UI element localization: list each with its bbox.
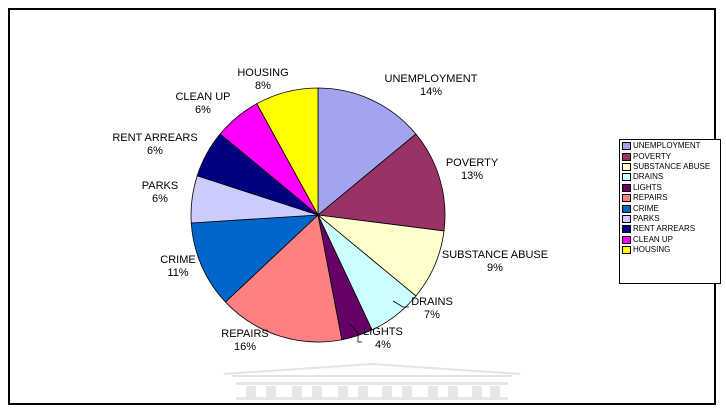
pie-slice-repairs <box>224 214 343 343</box>
leader-line <box>349 323 362 343</box>
slice-labels: UNEMPLOYMENT 14% POVERTY 13% SUBSTANCE ABUSE… <box>112 67 548 353</box>
slice-name: CLEAN UP <box>175 91 230 103</box>
leader-line <box>392 300 409 308</box>
legend-label: CLEAN UP <box>633 234 674 244</box>
slice-percent: 4% <box>375 339 391 351</box>
slice-label-lights: LIGHTS 4% <box>363 326 403 351</box>
legend-item-rent-arrears: RENT ARREARS <box>622 224 718 234</box>
slice-name: CRIME <box>160 254 195 266</box>
slice-label-unemployment: UNEMPLOYMENT 14% <box>385 73 478 98</box>
legend-item-poverty: POVERTY <box>622 151 718 161</box>
slice-label-repairs: REPAIRS 16% <box>221 328 268 353</box>
legend-swatch <box>622 162 631 171</box>
legend-swatch <box>622 246 631 255</box>
watermark-building-icon <box>223 362 521 400</box>
slice-label-rent-arrears: RENT ARREARS 6% <box>112 132 197 157</box>
pie-slices <box>190 87 446 343</box>
slice-name: DRAINS <box>411 296 453 308</box>
slice-percent: 9% <box>487 262 503 274</box>
leader-lines <box>349 300 409 343</box>
slice-name: LIGHTS <box>363 326 403 338</box>
slice-percent: 6% <box>152 193 168 205</box>
slice-percent: 6% <box>195 104 211 116</box>
legend-label: DRAINS <box>633 172 664 182</box>
slice-label-clean-up: CLEAN UP 6% <box>175 91 230 116</box>
slice-percent: 6% <box>147 145 163 157</box>
chart-legend: UNEMPLOYMENT POVERTY SUBSTANCE ABUSE DRAINS… <box>619 139 721 284</box>
legend-label: PARKS <box>633 213 660 223</box>
legend-item-repairs: REPAIRS <box>622 193 718 203</box>
legend-label: HOUSING <box>633 245 671 255</box>
legend-item-substance-abuse: SUBSTANCE ABUSE <box>622 162 718 172</box>
legend-swatch <box>622 152 631 161</box>
legend-swatch <box>622 142 631 151</box>
legend-label: UNEMPLOYMENT <box>633 141 701 151</box>
pie-slice-poverty <box>317 133 446 232</box>
legend-swatch <box>622 194 631 203</box>
slice-label-housing: HOUSING 8% <box>237 67 288 92</box>
legend-swatch <box>622 204 631 213</box>
legend-item-parks: PARKS <box>622 214 718 224</box>
pie-slice-housing <box>256 87 319 216</box>
slice-label-substance-abuse: SUBSTANCE ABUSE 9% <box>442 249 548 274</box>
slice-name: PARKS <box>142 180 178 192</box>
legend-label: SUBSTANCE ABUSE <box>633 161 711 171</box>
slice-percent: 8% <box>255 80 271 92</box>
legend-label: CRIME <box>633 203 659 213</box>
legend-item-clean-up: CLEAN UP <box>622 235 718 245</box>
slice-percent: 13% <box>461 170 483 182</box>
legend-swatch <box>622 225 631 234</box>
legend-label: REPAIRS <box>633 193 668 203</box>
legend-swatch <box>622 214 631 223</box>
slice-name: HOUSING <box>237 67 288 79</box>
legend-item-lights: LIGHTS <box>622 183 718 193</box>
slice-percent: 7% <box>424 309 440 321</box>
legend-item-unemployment: UNEMPLOYMENT <box>622 141 718 151</box>
legend-item-drains: DRAINS <box>622 172 718 182</box>
pie-slice-unemployment <box>317 87 417 216</box>
legend-swatch <box>622 183 631 192</box>
slice-name: SUBSTANCE ABUSE <box>442 249 548 261</box>
slice-name: RENT ARREARS <box>112 132 197 144</box>
pie-slice-crime <box>190 214 320 303</box>
legend-label: RENT ARREARS <box>633 224 696 234</box>
slice-label-poverty: POVERTY 13% <box>446 157 499 182</box>
slice-percent: 11% <box>167 267 188 279</box>
legend-item-housing: HOUSING <box>622 245 718 255</box>
legend-label: LIGHTS <box>633 182 662 192</box>
legend-swatch <box>622 235 631 244</box>
slice-name: POVERTY <box>446 157 499 169</box>
slice-percent: 14% <box>420 86 442 98</box>
slice-name: UNEMPLOYMENT <box>385 73 478 85</box>
slice-label-drains: DRAINS 7% <box>411 296 453 321</box>
slice-name: REPAIRS <box>221 328 268 340</box>
slice-label-crime: CRIME 11% <box>160 254 195 279</box>
legend-swatch <box>622 173 631 182</box>
slice-label-parks: PARKS 6% <box>142 180 178 205</box>
legend-label: POVERTY <box>633 151 672 161</box>
slice-percent: 16% <box>234 341 256 353</box>
legend-item-crime: CRIME <box>622 203 718 213</box>
